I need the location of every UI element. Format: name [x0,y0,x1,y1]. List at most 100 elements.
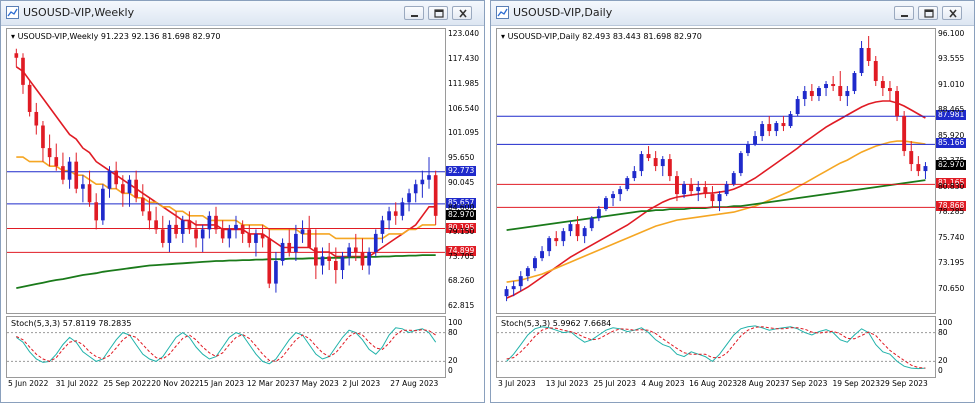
candle-body [774,123,779,132]
price-chart[interactable]: ▾ USOUSD-VIP,Daily 82.493 83.443 81.698 … [496,28,936,314]
candle-body [81,184,85,189]
candlestick [504,286,509,302]
candlestick [134,170,138,203]
candlestick [61,152,65,185]
candle-body [114,170,119,185]
price-tick-label: 106.540 [448,103,480,113]
candlestick [107,166,112,198]
time-axis-label: 31 Jul 2022 [55,379,99,388]
minimize-button[interactable] [404,6,424,20]
candle-body [420,179,425,185]
price-chart[interactable]: ▾ USOUSD-VIP,Weekly 91.223 92.136 81.698… [6,28,446,314]
time-axis-label: 25 Sep 2022 [103,379,152,388]
stochastic-d-line [16,329,436,362]
time-axis-label: 7 May 2023 [294,379,339,388]
candle-body [923,166,928,172]
candle-body [314,247,318,266]
price-tick-label: 84.600 [448,202,475,212]
candlestick [427,157,431,189]
candlestick [632,166,637,182]
chart-window-weekly[interactable]: USOUSD-VIP,Weekly ▾ USOUSD-VIP,Weekly 91… [0,0,485,403]
candle-body [21,57,25,85]
candlestick [200,224,205,252]
candlestick [147,197,152,230]
close-button[interactable] [452,6,472,20]
candlestick [360,238,365,271]
restore-button[interactable] [428,6,448,20]
candle-body [61,166,65,180]
window-titlebar[interactable]: USOUSD-VIP,Daily [491,1,974,26]
candlestick [767,116,772,137]
candle-body [859,48,864,74]
stochastic-k-line [16,327,437,365]
candle-body [880,81,885,89]
window-titlebar[interactable]: USOUSD-VIP,Weekly [1,1,484,26]
stochastic-label: Stoch(5,3,3) 5.9962 7.6684 [501,319,612,328]
price-tick-label: 95.650 [448,152,475,162]
price-scale[interactable]: 87.981 85.166 82.970 81.165 78.868 96.100 93.5… [936,28,974,314]
candlestick [74,152,79,194]
candle-body [200,229,205,239]
candlestick [611,191,616,207]
time-axis-label: 13 Jul 2023 [545,379,589,388]
candlestick [413,179,418,203]
chart-window-daily[interactable]: USOUSD-VIP,Daily ▾ USOUSD-VIP,Daily 82.4… [490,0,975,403]
candle-body [67,161,72,180]
candle-body [34,111,39,126]
close-button[interactable] [942,6,962,20]
chart-header-text: USOUSD-VIP,Weekly 91.223 92.136 81.698 8… [17,32,221,41]
candlestick [14,48,19,67]
price-level-badge: 87.981 [936,110,967,121]
candle-body [802,91,807,100]
candle-body [320,256,325,266]
price-level-badge: 82.970 [936,160,967,171]
candle-body [603,198,608,210]
candle-body [795,99,800,115]
stochastic-panel[interactable]: Stoch(5,3,3) 57.8119 78.2835 [6,316,446,378]
candle-body [909,151,914,165]
price-scale[interactable]: 92.773 85.657 82.970 80.195 74.899 123.040 117… [446,28,484,314]
candlestick [646,146,651,162]
candle-body [294,233,298,252]
candlestick [873,56,878,87]
candlestick [300,220,305,243]
candlestick [333,247,338,284]
candle-body [300,229,305,234]
stochastic-canvas [497,325,935,370]
stochastic-panel[interactable]: Stoch(5,3,3) 5.9962 7.6684 [496,316,936,378]
candlestick [845,86,850,107]
candle-body [393,211,398,216]
candle-body [511,286,516,290]
candlestick [433,170,438,225]
price-tick-label: 68.260 [448,276,475,286]
candlestick [902,111,907,157]
candle-body [582,228,587,237]
candle-body [41,125,45,149]
candlestick [420,170,425,198]
candlestick [809,84,814,102]
price-tick-label: 90.045 [448,178,475,188]
candle-body [234,224,238,230]
price-tick-label: 88.465 [938,105,965,115]
price-chart-canvas [7,48,445,293]
chart-header: ▾ USOUSD-VIP,Weekly 91.223 92.136 81.698… [11,32,221,41]
candlestick [280,238,285,266]
candlestick [717,191,722,212]
candle-body [753,136,758,145]
stochastic-tick-label: 0 [448,366,453,375]
window-title: USOUSD-VIP,Weekly [23,6,135,19]
restore-button[interactable] [918,6,938,20]
candle-body [347,247,351,257]
candlestick [561,228,566,247]
minimize-button[interactable] [894,6,914,20]
candle-body [94,202,99,221]
candle-body [194,229,198,239]
candle-body [525,268,530,277]
candlestick [532,256,537,272]
candlestick [54,143,59,171]
candlestick [653,151,658,172]
candlestick [160,215,165,248]
candle-body [518,276,523,287]
candlestick [816,86,821,102]
candlestick [320,247,325,275]
